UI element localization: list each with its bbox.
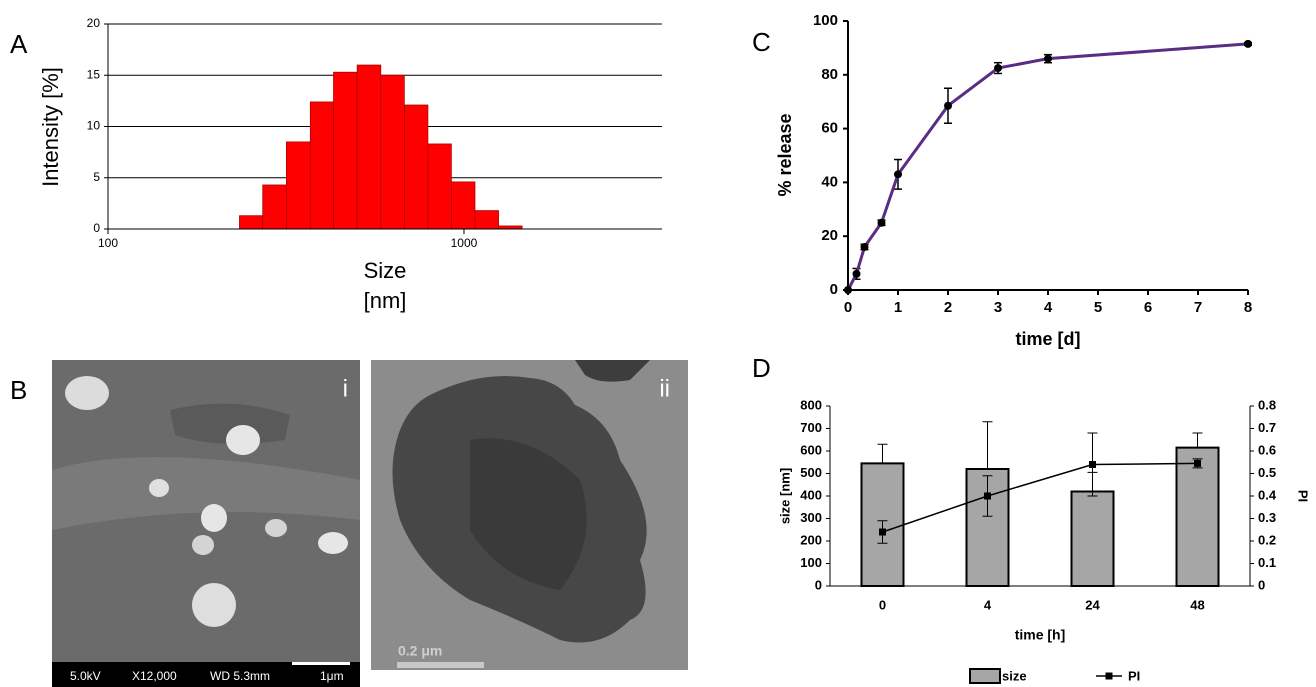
y-tick-label: 15 [87,67,101,81]
image-label: i [343,375,348,402]
bar [309,101,334,230]
point [879,528,886,536]
x-tick-label: 7 [1194,299,1202,316]
y-tick-label: 60 [821,120,838,137]
sem-image: i 5.0kV X12,000 WD 5.3mm 1μm [52,360,360,687]
y-axis-label: size [nm] [777,468,792,524]
sem-info: X12,000 [132,669,177,683]
y-tick-label: 20 [87,16,101,30]
x-axis-label: Size [364,258,407,283]
point [994,64,1002,73]
y2-tick-label: 0.8 [1258,397,1276,412]
panel-label: B [10,375,27,405]
x-tick-label: 0 [879,597,886,612]
y-tick-label: 500 [800,465,822,480]
x-axis-label: [nm] [364,288,407,313]
sem-info: 1μm [320,669,344,683]
y-tick-label: 20 [821,227,838,244]
x-tick-label: 24 [1085,597,1100,612]
point [1044,54,1052,63]
x-tick-label: 2 [944,299,952,316]
x-tick-label: 3 [994,299,1002,316]
bar [286,141,311,230]
y-axis-label: % release [775,113,795,196]
bar [356,64,382,230]
bar [262,184,287,230]
x-tick-label: 4 [1044,299,1053,316]
point [860,242,869,251]
legend-label: size [1002,668,1027,683]
bar [403,104,429,230]
y2-tick-label: 0 [1258,577,1265,592]
point [894,170,902,179]
y2-tick-label: 0.4 [1258,487,1277,502]
y-tick-label: 0 [830,281,838,298]
bar [1175,446,1220,587]
y-tick-label: 300 [800,510,822,525]
tem-image: ii 0.2 μm [371,360,688,670]
point [984,492,991,500]
bar [451,181,476,230]
x-tick-label: 1000 [451,236,478,250]
x-axis-label: time [d] [1016,329,1081,349]
point [1194,459,1201,467]
y2-tick-label: 0.6 [1258,442,1276,457]
panel-label: A [10,29,28,59]
y-tick-label: 100 [800,555,822,570]
image-label: ii [659,375,670,402]
point [1244,39,1252,48]
point [1089,461,1096,468]
bar [333,71,358,230]
y2-tick-label: 0.5 [1258,465,1276,480]
y-tick-label: 600 [800,442,822,457]
x-axis-label: time [h] [1015,627,1066,643]
x-tick-label: 0 [844,299,852,316]
y2-tick-label: 0.2 [1258,532,1276,547]
bar [239,215,264,230]
x-tick-label: 4 [984,597,992,612]
panel-label: D [752,353,771,383]
y-tick-label: 80 [821,66,838,83]
y-tick-label: 0 [815,577,822,592]
point [944,101,952,110]
release-line [846,42,1249,291]
point [852,269,861,278]
y2-axis-label: PI [1296,490,1311,502]
y2-tick-label: 0.7 [1258,420,1276,435]
y-tick-label: 10 [87,119,101,133]
x-tick-label: 8 [1244,299,1252,316]
point [844,286,852,294]
y2-tick-label: 0.3 [1258,510,1276,525]
legend-swatch [1105,672,1113,680]
y-tick-label: 0 [93,221,100,235]
legend-swatch [969,668,1001,684]
bar [474,210,499,230]
x-tick-label: 5 [1094,299,1102,316]
y-tick-label: 5 [93,170,100,184]
bar [427,143,452,230]
sem-info: 5.0kV [70,669,101,683]
x-tick-label: 6 [1144,299,1152,316]
scale-bar-label: 0.2 μm [398,643,442,659]
x-tick-label: 48 [1190,597,1204,612]
y-tick-label: 40 [821,173,838,190]
legend-label: PI [1128,668,1140,683]
pi-line [882,462,1198,533]
bar [1070,490,1115,587]
panel-label: C [752,27,771,57]
bar [380,74,405,230]
sem-info: WD 5.3mm [210,669,270,683]
x-tick-label: 1 [894,299,902,316]
y-tick-label: 200 [800,532,822,547]
y2-tick-label: 0.1 [1258,555,1276,570]
y-axis-label: Intensity [%] [38,67,63,187]
y-tick-label: 100 [813,12,838,29]
x-tick-label: 100 [98,236,118,250]
y-tick-label: 800 [800,397,822,412]
y-tick-label: 700 [800,420,822,435]
point [877,218,886,227]
y-tick-label: 400 [800,487,822,502]
